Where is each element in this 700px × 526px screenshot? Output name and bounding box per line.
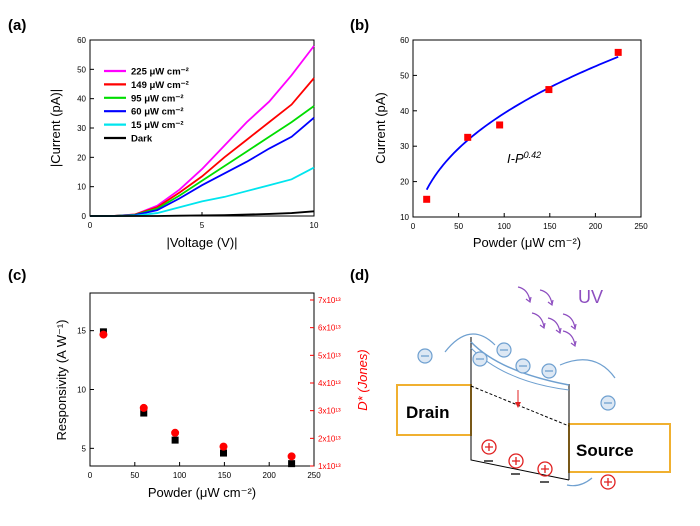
chart-a-xlabel: |Voltage (V)| — [166, 235, 237, 250]
chart-c-responsivity-point — [171, 436, 179, 444]
hole-arc — [566, 477, 593, 487]
electron-signs — [421, 349, 612, 404]
chart-c-detectivity-point — [99, 330, 108, 339]
drift-arrow-head — [515, 402, 521, 408]
drain-label: Drain — [406, 403, 449, 422]
chart-c-ylabel2: D* (Jones) — [355, 349, 370, 410]
chart-a-legend-label: 15 μW cm⁻² — [131, 120, 184, 131]
drain-box — [396, 384, 472, 436]
chart-b-data-point — [545, 86, 553, 94]
chart-a-legend-label: Dark — [131, 134, 153, 145]
chart-b-xtick-label: 100 — [498, 222, 512, 231]
chart-a-series-line — [90, 166, 315, 217]
chart-a-legend-label: 95 μW cm⁻² — [131, 93, 184, 104]
chart-c-ytick-label: 5 — [82, 444, 87, 453]
source-box — [568, 423, 671, 473]
chart-c: 0 50 100 150 200 250 5 10 15 1x10¹³ 2x10¹³ 3x10¹³ 4x… — [54, 292, 370, 500]
chart-a-ytick-label: 30 — [77, 124, 86, 133]
chart-c-detectivity-point — [171, 428, 180, 437]
chart-c-ytick-label: 15 — [77, 327, 86, 336]
chart-c-xtick-label: 100 — [173, 471, 187, 480]
chart-c-detectivity-point — [287, 452, 296, 461]
holes — [481, 439, 616, 490]
chart-a-series-line — [90, 210, 315, 217]
chart-a-ytick-label: 40 — [77, 95, 86, 104]
chart-a-frame — [89, 39, 315, 217]
chart-a-ylabel: |Current (pA)| — [48, 89, 63, 167]
electron-arc-right — [559, 359, 616, 379]
chart-b-xlabel: Powder (μW cm⁻²) — [473, 235, 581, 250]
panel-label-a: (a) — [8, 17, 26, 34]
chart-c-responsivity-point — [220, 449, 228, 457]
chart-c-ylabel: Responsivity (A W⁻¹) — [54, 320, 69, 441]
chart-b: 0 50 100 150 200 250 10 20 30 40 50 60 I-P0.42 Powd… — [373, 36, 648, 250]
chart-b-annotation: I-P0.42 — [507, 150, 541, 166]
chart-b-frame — [412, 39, 642, 218]
chart-b-xtick-label: 50 — [454, 222, 463, 231]
chart-a-ytick-label: 60 — [77, 36, 86, 45]
chart-c-xtick-label: 250 — [307, 471, 321, 480]
electron-dashes — [484, 460, 549, 483]
chart-b-ytick-label: 40 — [400, 107, 409, 116]
chart-a-xtick-label: 10 — [310, 221, 319, 230]
chart-c-xtick-label: 0 — [88, 471, 93, 480]
chart-a-ytick-label: 0 — [82, 212, 87, 221]
chart-a: 0 5 10 0 10 20 30 40 50 60 225 μW cm⁻² 149 μW cm⁻²… — [48, 36, 319, 250]
chart-c-responsivity-point — [140, 409, 148, 417]
chart-c-y2tick-label: 3x10¹³ — [318, 407, 341, 416]
chart-b-data-point — [423, 195, 431, 203]
uv-arrows — [517, 286, 577, 348]
chart-c-y2tick-label: 6x10¹³ — [318, 324, 341, 333]
uv-label: UV — [578, 287, 603, 307]
fermi-level — [470, 385, 570, 427]
panel-label-c: (c) — [8, 267, 26, 284]
chart-a-legend-label: 60 μW cm⁻² — [131, 107, 184, 118]
chart-c-ytick-label: 10 — [77, 386, 86, 395]
chart-a-xtick-label: 5 — [200, 221, 205, 230]
chart-b-fit-curve — [425, 56, 619, 191]
chart-c-responsivity-point — [288, 460, 296, 468]
chart-b-xtick-label: 200 — [589, 222, 603, 231]
panel-label-d: (d) — [350, 267, 369, 284]
chart-c-y2tick-label: 1x10¹³ — [318, 462, 341, 471]
source-label: Source — [576, 441, 634, 460]
chart-c-frame — [89, 292, 315, 467]
chart-a-legend-label: 149 μW cm⁻² — [131, 80, 189, 91]
chart-c-y2tick-label: 4x10¹³ — [318, 379, 341, 388]
chart-b-data-point — [496, 121, 504, 129]
chart-c-detectivity-point — [139, 403, 148, 412]
chart-c-xtick-label: 150 — [218, 471, 232, 480]
band-diagram: UV Drain Source — [396, 286, 671, 490]
chart-b-data-point — [464, 133, 472, 141]
chart-c-y2tick-label: 5x10¹³ — [318, 351, 341, 360]
chart-b-xtick-label: 250 — [634, 222, 648, 231]
band-left-edge — [470, 337, 570, 481]
chart-a-xtick-label: 0 — [88, 221, 93, 230]
chart-a-series-line — [90, 105, 315, 217]
chart-b-ytick-label: 30 — [400, 142, 409, 151]
chart-c-xlabel: Powder (μW cm⁻²) — [148, 485, 256, 500]
chart-b-ytick-label: 10 — [400, 213, 409, 222]
chart-b-data-point — [614, 48, 622, 56]
chart-a-ytick-label: 50 — [77, 65, 86, 74]
chart-c-xtick-label: 50 — [130, 471, 139, 480]
electron-arc-left — [444, 333, 496, 353]
chart-b-xtick-label: 0 — [411, 222, 416, 231]
chart-a-ytick-label: 20 — [77, 153, 86, 162]
conduction-band-curve — [470, 341, 570, 386]
panel-label-b: (b) — [350, 17, 369, 34]
chart-c-y2tick-label: 7x10¹³ — [318, 296, 341, 305]
chart-b-ytick-label: 20 — [400, 178, 409, 187]
chart-b-ylabel: Current (pA) — [373, 92, 388, 164]
chart-a-ytick-label: 10 — [77, 183, 86, 192]
chart-b-ytick-label: 60 — [400, 36, 409, 45]
chart-c-y2tick-label: 2x10¹³ — [318, 434, 341, 443]
chart-b-ytick-label: 50 — [400, 71, 409, 80]
chart-c-xtick-label: 200 — [263, 471, 277, 480]
chart-a-legend-label: 225 μW cm⁻² — [131, 67, 189, 78]
chart-c-detectivity-point — [219, 442, 228, 451]
chart-b-xtick-label: 150 — [543, 222, 557, 231]
